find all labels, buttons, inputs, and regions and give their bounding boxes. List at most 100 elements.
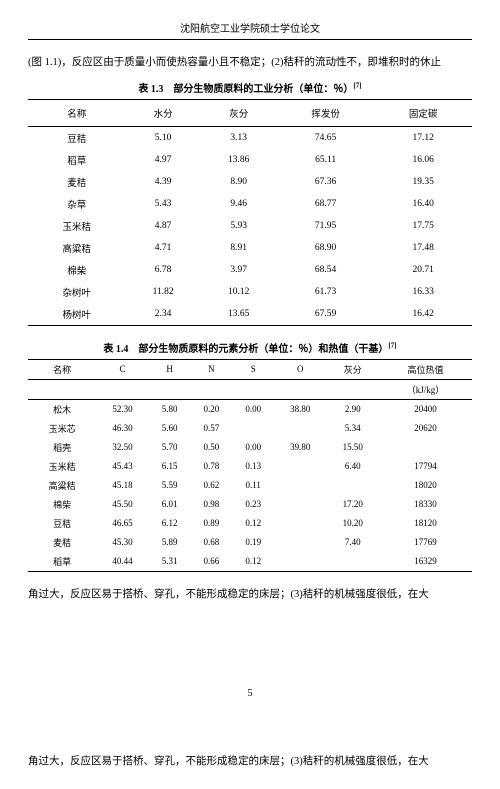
table-cell: 杂树叶: [28, 281, 126, 303]
table-cell: 玉米秸: [28, 457, 96, 476]
table-cell: 5.60: [149, 419, 191, 438]
table-cell: 0.13: [232, 457, 274, 476]
table-cell: 麦秸: [28, 533, 96, 552]
table-cell: 68.90: [277, 237, 375, 259]
table-cell: 5.10: [126, 126, 201, 149]
t1-h1: 水分: [126, 99, 201, 126]
table2-caption-text: 表 1.4 部分生物质原料的元素分析（单位：％）和热值（干基）: [103, 344, 388, 355]
table-row: 高粱秸45.185.590.620.1118020: [28, 476, 472, 495]
table-cell: 6.12: [149, 514, 191, 533]
table2-caption-sup: [7]: [388, 342, 396, 350]
table-cell: 高粱秸: [28, 476, 96, 495]
page-header: 沈阳航空工业学院硕士学位论文: [28, 20, 472, 40]
table-cell: 32.50: [96, 438, 148, 457]
table-cell: 3.13: [201, 126, 277, 149]
table-cell: 0.68: [191, 533, 233, 552]
table-cell: [327, 476, 379, 495]
table-cell: 17.20: [327, 495, 379, 514]
table-cell: 5.31: [149, 552, 191, 572]
t1-h3: 挥发份: [277, 99, 375, 126]
table-cell: 65.11: [277, 149, 375, 171]
table-cell: 71.95: [277, 215, 375, 237]
table2-caption: 表 1.4 部分生物质原料的元素分析（单位：％）和热值（干基）[7]: [28, 340, 472, 355]
table-cell: 45.30: [96, 533, 148, 552]
footer-paragraph: 角过大，反应区易于搭桥、穿孔，不能形成稳定的床层；(3)秸秆的机械强度很低，在大: [28, 754, 472, 771]
table-cell: 5.89: [149, 533, 191, 552]
table-cell: 74.65: [277, 126, 375, 149]
table-cell: 4.39: [126, 171, 201, 193]
table-cell: 0.19: [232, 533, 274, 552]
table-cell: 0.00: [232, 399, 274, 419]
table-row: 稻草40.445.310.660.1216329: [28, 552, 472, 572]
paragraph-1: (图 1.1)，反应区由于质量小而使热容量小且不稳定；(2)秸秆的流动性不，即堆…: [28, 54, 472, 72]
table-cell: 67.36: [277, 171, 375, 193]
table-row: 玉米秸4.875.9371.9517.75: [28, 215, 472, 237]
table-cell: 17769: [379, 533, 472, 552]
table-cell: 5.59: [149, 476, 191, 495]
t1-h0: 名称: [28, 99, 126, 126]
table-cell: 杂草: [28, 193, 126, 215]
paragraph-2: 角过大，反应区易于搭桥、穿孔，不能形成稳定的床层；(3)秸秆的机械强度很低，在大: [28, 586, 472, 604]
table-cell: 16329: [379, 552, 472, 572]
table-row: 豆秸46.656.120.890.12 10.2018120: [28, 514, 472, 533]
table-row: 杨树叶2.3413.6567.5916.42: [28, 303, 472, 326]
table-row: 稻壳32.505.700.500.0039.8015.50: [28, 438, 472, 457]
table-cell: 17.75: [374, 215, 472, 237]
table-cell: 0.89: [191, 514, 233, 533]
t2-h4: S: [232, 359, 274, 379]
table-cell: [274, 476, 326, 495]
table-cell: 16.33: [374, 281, 472, 303]
table-cell: 豆秸: [28, 514, 96, 533]
table-cell: 45.50: [96, 495, 148, 514]
table-cell: 5.80: [149, 399, 191, 419]
table-cell: 2.90: [327, 399, 379, 419]
page-number: 5: [0, 688, 500, 699]
table-cell: 46.30: [96, 419, 148, 438]
t2-h3: N: [191, 359, 233, 379]
table-row: 松木52.305.800.200.0038.802.9020400: [28, 399, 472, 419]
table-row: 杂草5.439.4668.7716.40: [28, 193, 472, 215]
table-cell: 棉柴: [28, 259, 126, 281]
table-cell: 13.86: [201, 149, 277, 171]
table-cell: 5.70: [149, 438, 191, 457]
table-cell: [379, 438, 472, 457]
table-cell: [274, 552, 326, 572]
table-row: 豆秸5.103.1374.6517.12: [28, 126, 472, 149]
t2-h7b: （kJ/kg）: [379, 379, 472, 399]
table-cell: 稻壳: [28, 438, 96, 457]
table-row: 麦秸45.305.890.680.19 7.4017769: [28, 533, 472, 552]
table-cell: 稻草: [28, 149, 126, 171]
t2-h1: C: [96, 359, 148, 379]
table-cell: 0.12: [232, 514, 274, 533]
table-cell: 61.73: [277, 281, 375, 303]
table-cell: 0.78: [191, 457, 233, 476]
table-cell: 67.59: [277, 303, 375, 326]
table-cell: [274, 495, 326, 514]
table-cell: 稻草: [28, 552, 96, 572]
table-cell: 0.12: [232, 552, 274, 572]
t1-h2: 灰分: [201, 99, 277, 126]
table-cell: 20620: [379, 419, 472, 438]
table-cell: 16.40: [374, 193, 472, 215]
table-row: 玉米芯46.305.600.575.3420620: [28, 419, 472, 438]
table-cell: 18120: [379, 514, 472, 533]
table-cell: 10.20: [327, 514, 379, 533]
table-row: 杂树叶11.8210.1261.7316.33: [28, 281, 472, 303]
table-cell: 5.93: [201, 215, 277, 237]
t2-h5: O: [274, 359, 326, 379]
table-cell: 39.80: [274, 438, 326, 457]
table-row: 棉柴45.506.010.980.2317.2018330: [28, 495, 472, 514]
table1-caption-sup: [7]: [353, 82, 361, 90]
t2-h7: 高位热值: [379, 359, 472, 379]
table-cell: [274, 419, 326, 438]
table-cell: 46.65: [96, 514, 148, 533]
table-cell: 6.01: [149, 495, 191, 514]
table-cell: 16.06: [374, 149, 472, 171]
table-cell: 16.42: [374, 303, 472, 326]
table-cell: 豆秸: [28, 126, 126, 149]
table-cell: 7.40: [327, 533, 379, 552]
table-cell: [327, 552, 379, 572]
table-cell: 杨树叶: [28, 303, 126, 326]
table-cell: 0.98: [191, 495, 233, 514]
table-cell: 52.30: [96, 399, 148, 419]
